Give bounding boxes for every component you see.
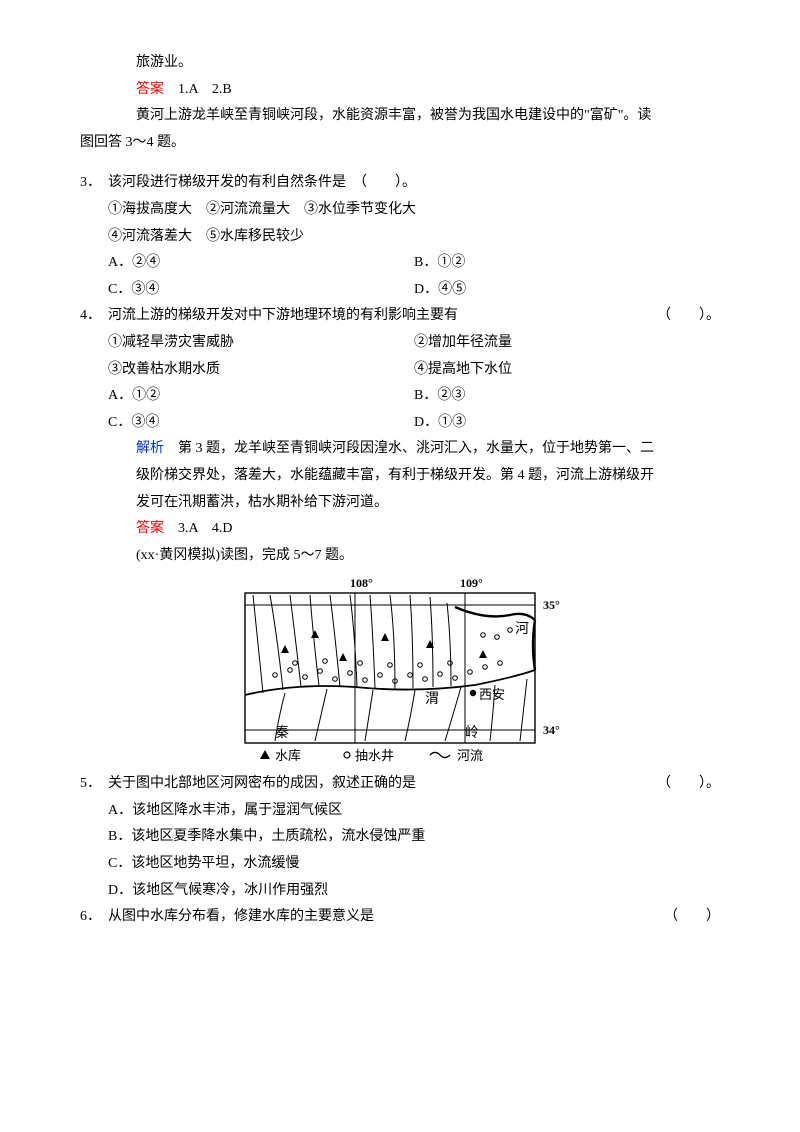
- carryover-text: 旅游业。: [80, 50, 720, 77]
- option-d: D．④⑤: [414, 277, 720, 304]
- q3-subitems-1: ①海拔高度大 ②河流流量大 ③水位季节变化大: [80, 197, 720, 224]
- label-ling: 岭: [465, 725, 479, 741]
- q-number: 3．: [80, 170, 108, 197]
- q3-subitems-2: ④河流落差大 ⑤水库移民较少: [80, 224, 720, 251]
- q4-options-row1: A．①② B．②③: [80, 383, 720, 410]
- option-c: C．③④: [108, 410, 414, 437]
- q4-pair1: ①减轻旱涝灾害威胁 ②增加年径流量: [80, 330, 720, 357]
- q5-option-a: A．该地区降水丰沛，属于湿润气候区: [80, 798, 720, 825]
- q-blank: （ ）。: [657, 303, 720, 330]
- option-a: A．①②: [108, 383, 414, 410]
- q-stem: 关于图中北部地区河网密布的成因，叙述正确的是: [108, 771, 657, 798]
- answer-3-4-text: 3.A 4.D: [164, 521, 232, 536]
- option-d: D．①③: [414, 410, 720, 437]
- q-stem: 河流上游的梯级开发对中下游地理环境的有利影响主要有: [108, 303, 657, 330]
- question-5: 5． 关于图中北部地区河网密布的成因，叙述正确的是 （ ）。: [80, 771, 720, 798]
- legend-well: 抽水井: [355, 748, 394, 763]
- analysis-3-4-line3: 发可在汛期蓄洪，枯水期补给下游河道。: [80, 490, 720, 517]
- exam-page: 旅游业。 答案 1.A 2.B 黄河上游龙羊峡至青铜峡河段，水能资源丰富，被誉为…: [0, 0, 800, 1132]
- q-blank: （ ）。: [657, 771, 720, 798]
- context-3-4-line1: 黄河上游龙羊峡至青铜峡河段，水能资源丰富，被誉为我国水电建设中的"富矿"。读: [80, 103, 720, 130]
- option-a: A．②④: [108, 250, 414, 277]
- q4-item2: ②增加年径流量: [414, 330, 720, 357]
- q-number: 4．: [80, 303, 108, 330]
- context-5-7: (xx·黄冈模拟)读图，完成 5～7 题。: [80, 543, 720, 570]
- label-wei: 渭: [425, 691, 439, 707]
- option-b: B．②③: [414, 383, 720, 410]
- q4-item1: ①减轻旱涝灾害威胁: [108, 330, 414, 357]
- map-figure: 108° 109° 35° 34°: [80, 575, 720, 765]
- question-3: 3． 该河段进行梯级开发的有利自然条件是 （ ）。: [80, 170, 720, 197]
- map-svg: 108° 109° 35° 34°: [235, 575, 565, 765]
- analysis-label: 解析: [136, 441, 164, 456]
- q-stem: 该河段进行梯级开发的有利自然条件是 （ ）。: [108, 170, 720, 197]
- q4-pair2: ③改善枯水期水质 ④提高地下水位: [80, 357, 720, 384]
- option-c: C．③④: [108, 277, 414, 304]
- xian-marker: [470, 690, 476, 696]
- answer-1-2: 答案 1.A 2.B: [80, 77, 720, 104]
- q-number: 5．: [80, 771, 108, 798]
- q5-option-d: D．该地区气候寒冷，冰川作用强烈: [80, 878, 720, 905]
- q4-item4: ④提高地下水位: [414, 357, 720, 384]
- legend: 水库 抽水井 河流: [260, 748, 483, 763]
- answer-label: 答案: [136, 521, 164, 536]
- label-qin: 秦: [275, 725, 289, 741]
- q-number: 6．: [80, 904, 108, 931]
- q4-item3: ③改善枯水期水质: [108, 357, 414, 384]
- analysis-3-4-line1: 解析 第 3 题，龙羊峡至青铜峡河段因湟水、洮河汇入，水量大，位于地势第一、二: [80, 436, 720, 463]
- q3-options-row1: A．②④ B．①②: [80, 250, 720, 277]
- analysis-text-1: 第 3 题，龙羊峡至青铜峡河段因湟水、洮河汇入，水量大，位于地势第一、二: [164, 441, 654, 456]
- legend-reservoir: 水库: [275, 748, 301, 763]
- analysis-3-4-line2: 级阶梯交界处，落差大，水能蕴藏丰富，有利于梯级开发。第 4 题，河流上游梯级开: [80, 463, 720, 490]
- q-blank: （ ）: [660, 904, 720, 931]
- q5-option-b: B．该地区夏季降水集中，土质疏松，流水侵蚀严重: [80, 824, 720, 851]
- lat-35: 35°: [543, 598, 560, 612]
- context-3-4-line2: 图回答 3～4 题。: [80, 130, 720, 157]
- q4-options-row2: C．③④ D．①③: [80, 410, 720, 437]
- question-6: 6． 从图中水库分布看，修建水库的主要意义是 （ ）: [80, 904, 720, 931]
- answer-label: 答案: [136, 82, 164, 97]
- lon-109: 109°: [460, 576, 483, 590]
- label-he: 河: [515, 621, 529, 637]
- label-xian: 西安: [479, 687, 505, 702]
- lon-108: 108°: [350, 576, 373, 590]
- lat-34: 34°: [543, 723, 560, 737]
- option-b: B．①②: [414, 250, 720, 277]
- q-stem: 从图中水库分布看，修建水库的主要意义是: [108, 904, 660, 931]
- answer-3-4: 答案 3.A 4.D: [80, 516, 720, 543]
- legend-river: 河流: [457, 748, 483, 763]
- q3-options-row2: C．③④ D．④⑤: [80, 277, 720, 304]
- answer-1-2-text: 1.A 2.B: [164, 82, 232, 97]
- reservoir-markers: [281, 630, 487, 661]
- spacer: [80, 156, 720, 170]
- q5-option-c: C．该地区地势平坦，水流缓慢: [80, 851, 720, 878]
- question-4: 4． 河流上游的梯级开发对中下游地理环境的有利影响主要有 （ ）。: [80, 303, 720, 330]
- well-markers: [273, 628, 513, 684]
